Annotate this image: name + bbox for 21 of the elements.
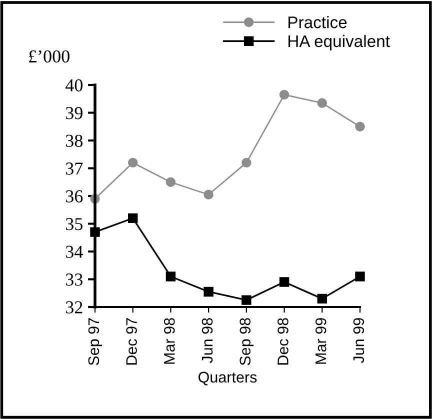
x-tick-label: Mar 98 [164, 318, 175, 364]
x-tick-label: Jun 98 [202, 318, 213, 364]
y-tick-label: 35 [66, 218, 82, 230]
x-tick-label: Dec 97 [126, 318, 137, 365]
y-tick-label: 32 [66, 301, 82, 314]
y-tick-label: 40 [65, 79, 83, 92]
x-tick-label: Mar 99 [315, 318, 326, 364]
y-tick-label: 33 [66, 274, 82, 286]
y-axis-title: £’000 [29, 50, 70, 63]
x-tick-label: Sep 97 [88, 318, 102, 366]
y-tick-label: 37 [66, 162, 83, 175]
x-axis-title: Quarters [198, 372, 257, 386]
legend-label: Practice [288, 16, 347, 28]
y-tick-label: 34 [66, 246, 83, 258]
x-tick-label: Sep 98 [240, 318, 254, 366]
legend-label: HA equivalent [288, 34, 390, 50]
y-tick-label: 38 [66, 134, 83, 147]
x-tick-label: Jun 99 [353, 318, 364, 364]
y-tick-label: 39 [66, 107, 82, 120]
x-tick-label: Dec 98 [278, 318, 288, 365]
y-tick-label: 36 [66, 190, 83, 202]
